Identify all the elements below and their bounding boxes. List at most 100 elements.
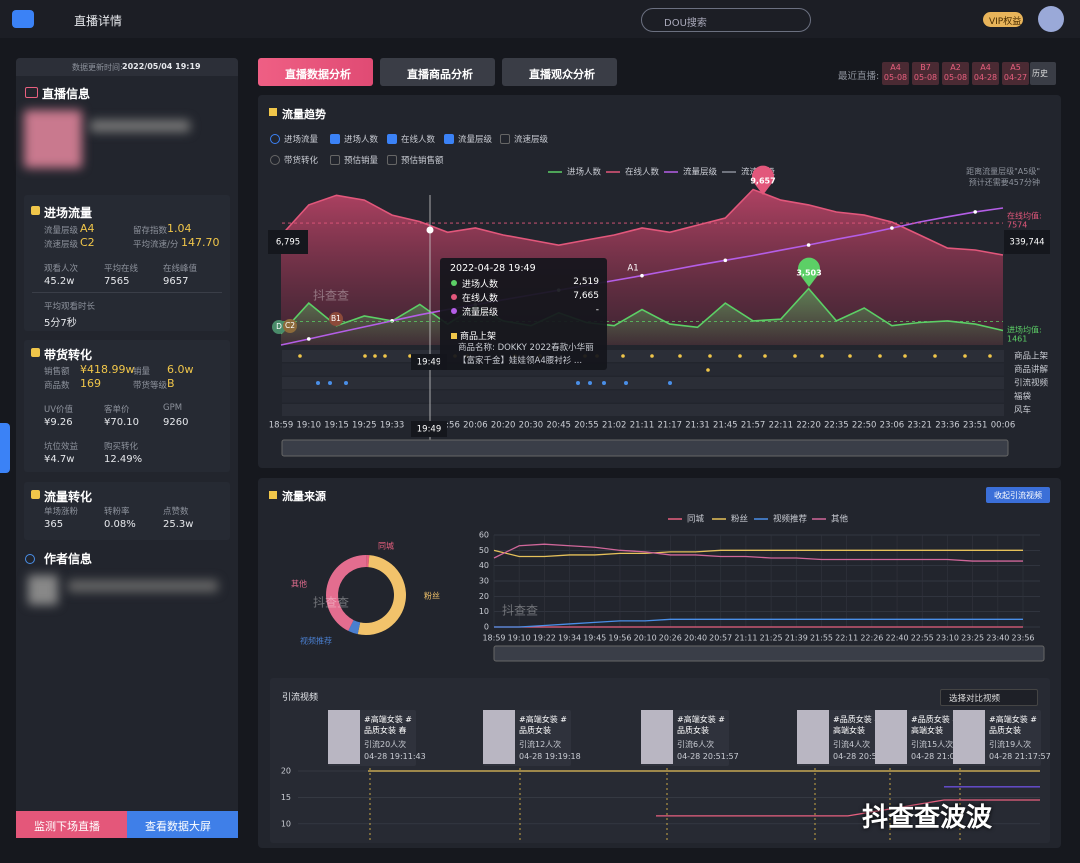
watermark: 抖查查波波 bbox=[862, 803, 993, 833]
donut-slice bbox=[348, 620, 361, 635]
stat-label: 购买转化 bbox=[104, 442, 139, 452]
option-box[interactable] bbox=[330, 134, 340, 144]
row-stripe bbox=[282, 350, 1004, 362]
x-tick-label: 20:30 bbox=[519, 421, 544, 431]
history-label: 历史 bbox=[1032, 69, 1048, 78]
line bbox=[493, 543, 1023, 562]
history-button[interactable] bbox=[1030, 62, 1056, 85]
tab[interactable] bbox=[258, 58, 373, 86]
vip-label: VIP权益 bbox=[989, 17, 1022, 27]
event-dot bbox=[328, 381, 332, 385]
y-tick-label: 60 bbox=[479, 531, 489, 540]
x-tick-label: 23:25 bbox=[961, 634, 984, 643]
stat-label: 单场涨粉 bbox=[44, 507, 79, 517]
recent-item[interactable] bbox=[1002, 62, 1029, 85]
x-tick-label: 23:36 bbox=[935, 421, 960, 431]
x-tick-label: 23:21 bbox=[907, 421, 932, 431]
row-stripe bbox=[282, 377, 1004, 389]
watermark: 抖查查 bbox=[502, 604, 538, 618]
video-thumb bbox=[797, 710, 829, 764]
event-dot bbox=[363, 354, 367, 358]
sidebar-button[interactable] bbox=[16, 811, 127, 838]
stat-value: 45.2w bbox=[44, 276, 75, 287]
video-title: #高端女装 #品质女装 bbox=[989, 715, 1037, 735]
search-box[interactable] bbox=[641, 8, 811, 32]
user-avatar[interactable] bbox=[1038, 6, 1064, 32]
update-label: 数据更新时间: bbox=[72, 63, 123, 72]
tooltip-name: 流量层级 bbox=[462, 308, 499, 318]
stat-value: 12.49% bbox=[104, 454, 143, 465]
event-dot bbox=[588, 381, 592, 385]
option-box[interactable] bbox=[444, 134, 454, 144]
section-icon bbox=[31, 490, 40, 499]
option-box[interactable] bbox=[387, 134, 397, 144]
option-box[interactable] bbox=[270, 134, 280, 144]
stat-label: GPM bbox=[163, 403, 183, 413]
event-dot bbox=[848, 354, 852, 358]
select-box[interactable] bbox=[940, 689, 1038, 706]
video-count: 引流4人次 bbox=[833, 740, 871, 749]
recent-item[interactable] bbox=[942, 62, 969, 85]
row-label: 风车 bbox=[1014, 405, 1031, 416]
event-dot bbox=[373, 354, 377, 358]
line bbox=[494, 618, 1023, 628]
collapse-button[interactable] bbox=[986, 487, 1050, 503]
option-box[interactable] bbox=[500, 134, 510, 144]
tooltip-name: 在线人数 bbox=[462, 294, 499, 304]
x-tick-label: 19:22 bbox=[533, 634, 556, 643]
cursor-box bbox=[411, 354, 447, 370]
x-tick-label: 19:34 bbox=[558, 634, 581, 643]
tab[interactable] bbox=[502, 58, 617, 86]
level-marker bbox=[329, 312, 343, 326]
video-thumb bbox=[641, 710, 673, 764]
x-tick-label: 23:40 bbox=[986, 634, 1009, 643]
logo bbox=[12, 10, 34, 28]
x-tick-label: 21:31 bbox=[685, 421, 710, 431]
tab[interactable] bbox=[380, 58, 495, 86]
value-box bbox=[1004, 230, 1050, 254]
x-tick-label: 22:11 bbox=[769, 421, 794, 431]
stat-value: 0.08% bbox=[104, 519, 136, 530]
option-box[interactable] bbox=[387, 155, 397, 165]
tooltip-time: 2022-04-28 19:49 bbox=[450, 263, 536, 274]
expand-tab[interactable] bbox=[0, 423, 10, 473]
tooltip-product-title: 商品上架 bbox=[460, 332, 497, 342]
metric-value: ¥418.99w bbox=[80, 363, 135, 376]
x-tick-label: 23:06 bbox=[880, 421, 905, 431]
cursor-dot bbox=[426, 226, 434, 234]
event-dot bbox=[706, 368, 710, 372]
row-label: 商品讲解 bbox=[1014, 364, 1049, 375]
tooltip-product-text: 商品名称: DOKKY 2022春款小华丽【富家千金】娃娃领A4腰衬衫 ... bbox=[458, 343, 594, 366]
point bbox=[890, 226, 894, 230]
vip-badge bbox=[983, 12, 1023, 27]
video-count: 引流6人次 bbox=[677, 740, 715, 749]
legend-label: 同城 bbox=[687, 515, 705, 525]
option-label: 带货转化 bbox=[284, 156, 319, 166]
option-box[interactable] bbox=[330, 155, 340, 165]
donut-label: 粉丝 bbox=[424, 591, 440, 601]
x-tick-label: 22:40 bbox=[886, 634, 909, 643]
option-box[interactable] bbox=[270, 155, 280, 165]
stat-label: 平均观看时长 bbox=[44, 302, 96, 312]
section-title: 流量转化 bbox=[44, 490, 93, 504]
option-label: 进场人数 bbox=[344, 135, 379, 145]
option-label: 进场流量 bbox=[284, 135, 319, 145]
pin bbox=[798, 257, 821, 287]
recent-level: A2 bbox=[950, 63, 961, 72]
sidebar-button[interactable] bbox=[127, 811, 238, 838]
donut-slice bbox=[326, 555, 367, 631]
point bbox=[390, 319, 394, 323]
point bbox=[306, 337, 311, 341]
recent-item[interactable] bbox=[972, 62, 999, 85]
sales-card bbox=[24, 340, 230, 472]
metric-value: 147.70 bbox=[181, 236, 220, 249]
row-stripe bbox=[282, 390, 1004, 403]
cursor-label: 19:49 bbox=[417, 425, 442, 435]
stat-value: ¥9.26 bbox=[44, 417, 73, 428]
stat-label: 坑位效益 bbox=[44, 442, 79, 452]
recent-item[interactable] bbox=[882, 62, 909, 85]
metric-value: A4 bbox=[80, 222, 95, 235]
recent-item[interactable] bbox=[912, 62, 939, 85]
event-dot bbox=[316, 381, 320, 385]
tooltip-icon bbox=[451, 333, 457, 339]
